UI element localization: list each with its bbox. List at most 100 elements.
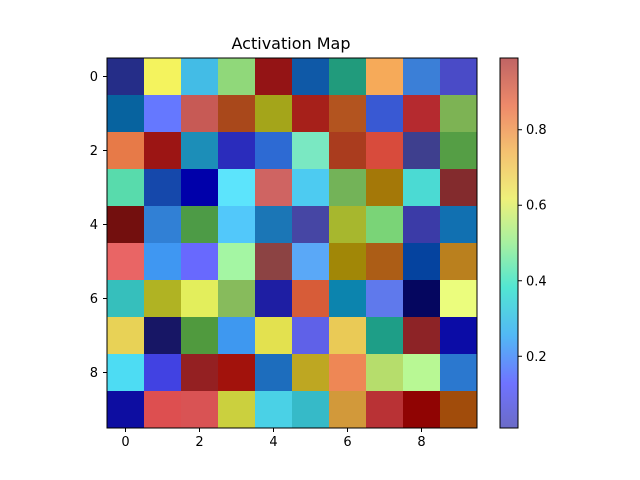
heatmap-cell (366, 169, 404, 207)
heatmap-cell (144, 169, 182, 207)
heatmap-cell (366, 58, 404, 96)
heatmap-cell (144, 132, 182, 170)
heatmap-cell (440, 169, 478, 207)
heatmap-cell (255, 95, 293, 133)
heatmap-cell (107, 280, 145, 318)
heatmap-cell (255, 58, 293, 96)
heatmap-cell (440, 317, 478, 355)
heatmap-cell (255, 317, 293, 355)
heatmap-cell (144, 354, 182, 392)
heatmap-cell (329, 132, 367, 170)
y-tick-label: 0 (90, 70, 98, 85)
heatmap-cell (403, 132, 441, 170)
heatmap-cell (292, 169, 330, 207)
heatmap-cell (107, 243, 145, 281)
heatmap-cell (181, 243, 219, 281)
heatmap-cell (144, 317, 182, 355)
heatmap-cell (181, 132, 219, 170)
heatmap-cell (366, 354, 404, 392)
x-tick-label: 4 (269, 435, 277, 450)
heatmap-cell (181, 317, 219, 355)
heatmap-cell (440, 95, 478, 133)
heatmap-cell (107, 169, 145, 207)
heatmap-cell (292, 317, 330, 355)
heatmap-cell (107, 132, 145, 170)
heatmap-cell (292, 58, 330, 96)
heatmap-cell (403, 354, 441, 392)
heatmap-cell (255, 206, 293, 244)
heatmap-cell (107, 391, 145, 429)
heatmap-cell (218, 169, 256, 207)
heatmap-cell (107, 317, 145, 355)
heatmap-cell (218, 206, 256, 244)
heatmap-cell (440, 280, 478, 318)
heatmap-cell (107, 58, 145, 96)
y-tick-label: 2 (90, 144, 98, 159)
heatmap-cell (144, 58, 182, 96)
heatmap-cell (107, 354, 145, 392)
heatmap-cell (144, 391, 182, 429)
heatmap-cell (329, 206, 367, 244)
heatmap-cell (440, 132, 478, 170)
colorbar-axis: 0.2 0.4 0.6 0.8 (518, 123, 547, 365)
heatmap-cell (329, 354, 367, 392)
heatmap-cell (218, 354, 256, 392)
heatmap-cell (329, 243, 367, 281)
heatmap-cell (440, 391, 478, 429)
heatmap-cell (366, 391, 404, 429)
heatmap-cell (255, 243, 293, 281)
heatmap-cell (366, 132, 404, 170)
x-tick-label: 8 (417, 435, 425, 450)
heatmap-cell (144, 280, 182, 318)
heatmap-cell (218, 132, 256, 170)
y-tick-label: 4 (90, 218, 98, 233)
y-axis: 0 2 4 6 8 (90, 70, 107, 381)
heatmap-cell (292, 243, 330, 281)
heatmap-cell (329, 391, 367, 429)
heatmap-cell (181, 391, 219, 429)
x-axis: 0 2 4 6 8 (121, 428, 426, 450)
x-tick-label: 2 (195, 435, 203, 450)
heatmap-cell (181, 95, 219, 133)
heatmap-cell (181, 58, 219, 96)
heatmap-cell (292, 354, 330, 392)
heatmap-cell (366, 206, 404, 244)
heatmap-cell (329, 95, 367, 133)
heatmap-cell (329, 169, 367, 207)
heatmap-cell (292, 206, 330, 244)
x-tick-label: 6 (343, 435, 351, 450)
heatmap-cell (218, 95, 256, 133)
heatmap-cell (181, 169, 219, 207)
heatmap-cell (403, 391, 441, 429)
heatmap-cell (403, 95, 441, 133)
heatmap-cell (218, 58, 256, 96)
colorbar-tick-label: 0.2 (526, 350, 547, 365)
heatmap-cell (366, 317, 404, 355)
heatmap-cell (292, 391, 330, 429)
x-tick-label: 0 (121, 435, 129, 450)
heatmap-cell (329, 58, 367, 96)
heatmap-cell (403, 317, 441, 355)
heatmap-cell (366, 280, 404, 318)
heatmap-cell (440, 243, 478, 281)
heatmap-cell (403, 243, 441, 281)
colorbar-tick-label: 0.6 (526, 199, 547, 214)
heatmap-cell (144, 95, 182, 133)
heatmap-cell (144, 243, 182, 281)
heatmap-cell (440, 354, 478, 392)
heatmap-cell (403, 58, 441, 96)
colorbar (499, 57, 519, 429)
heatmap-cell (218, 391, 256, 429)
heatmap-cell (440, 58, 478, 96)
heatmap-cell (218, 280, 256, 318)
colorbar-tick-label: 0.4 (526, 274, 547, 289)
heatmap-cell (144, 206, 182, 244)
heatmap-cell (181, 354, 219, 392)
y-tick-label: 8 (90, 366, 98, 381)
heatmap-cell (366, 95, 404, 133)
heatmap-cell (440, 206, 478, 244)
chart-title: Activation Map (232, 34, 351, 53)
heatmap-cell (255, 391, 293, 429)
heatmap-cell (403, 169, 441, 207)
